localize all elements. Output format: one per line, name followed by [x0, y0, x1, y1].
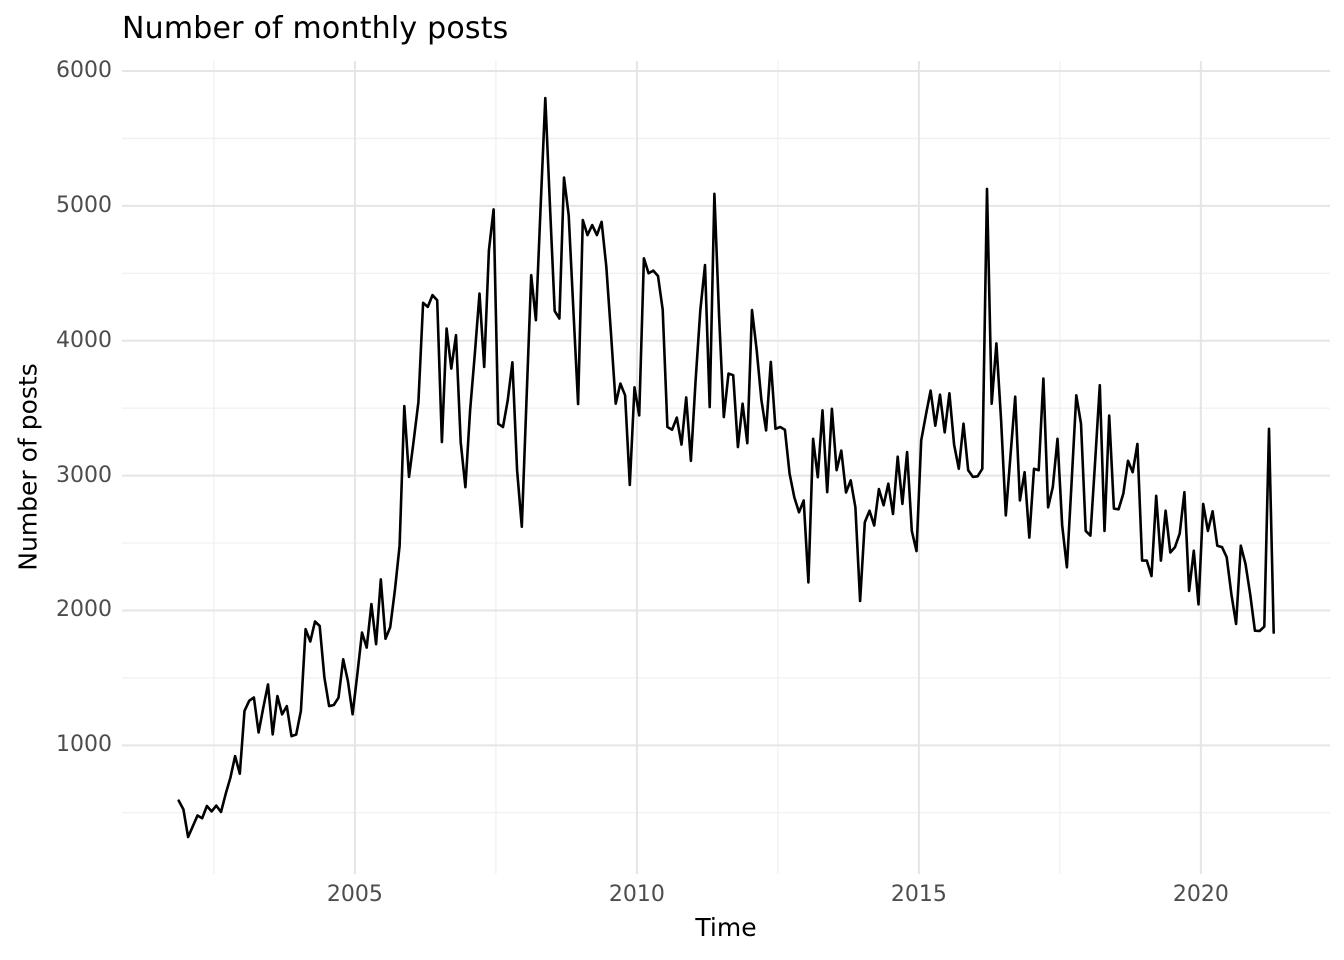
y-tick-label: 2000 — [56, 597, 112, 623]
x-tick-label: 2010 — [608, 882, 665, 907]
x-tick-label: 2015 — [890, 882, 947, 907]
y-tick-label: 4000 — [56, 327, 112, 353]
y-tick-label: 5000 — [56, 192, 112, 218]
y-axis-title: Number of posts — [13, 363, 43, 571]
x-tick-label: 2005 — [326, 882, 383, 907]
chart-title: Number of monthly posts — [122, 11, 509, 46]
plot-panel — [122, 61, 1330, 874]
x-axis-title: Time — [695, 913, 757, 942]
y-tick-label: 6000 — [56, 57, 112, 83]
x-tick-label: 2020 — [1172, 882, 1229, 907]
y-tick-label: 3000 — [56, 462, 112, 488]
y-tick-label: 1000 — [56, 732, 112, 758]
data-line-monthly-posts — [177, 96, 1275, 839]
